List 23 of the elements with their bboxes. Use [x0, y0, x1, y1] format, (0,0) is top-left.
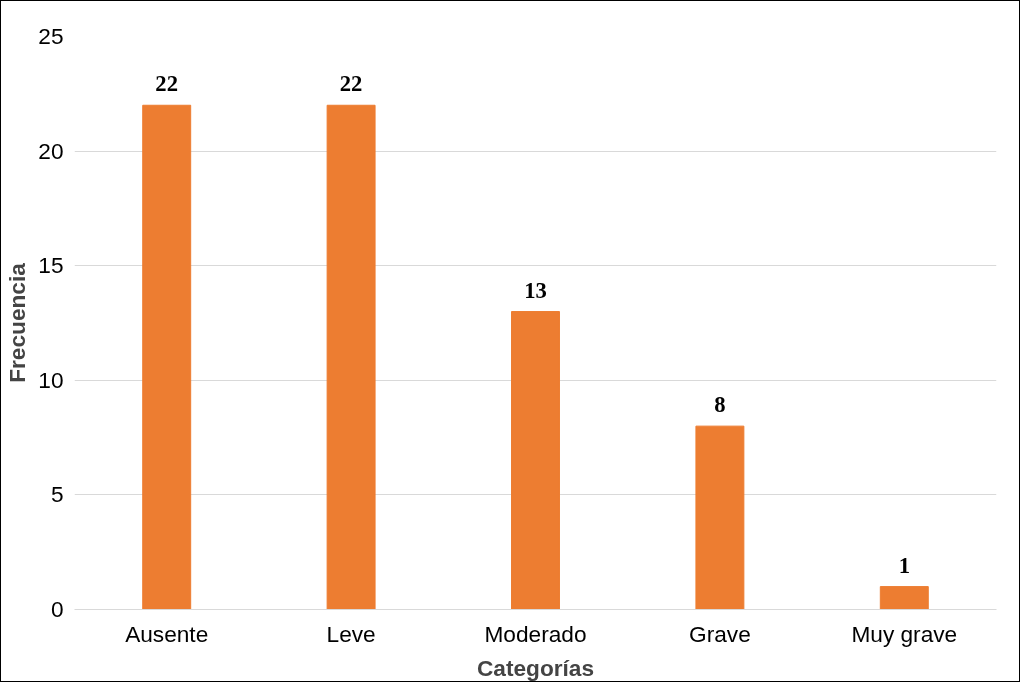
- x-tick-label: Moderado: [484, 620, 587, 647]
- y-tick-label: 5: [50, 481, 64, 508]
- bar: [695, 425, 745, 610]
- bar: [511, 311, 560, 610]
- x-tick-label: Ausente: [125, 620, 209, 647]
- bar: [326, 104, 376, 610]
- data-label: 22: [155, 71, 179, 97]
- x-axis-title: Categorías: [476, 654, 595, 681]
- bar: [879, 586, 929, 610]
- y-tick-label: 0: [50, 596, 64, 622]
- x-tick-label: Grave: [689, 620, 751, 647]
- bar: [142, 104, 192, 610]
- y-tick-label: 20: [38, 137, 64, 164]
- data-label: 22: [339, 71, 363, 97]
- y-axis-title: Frecuencia: [4, 262, 31, 383]
- data-label: 1: [898, 552, 910, 578]
- y-tick-label: 15: [38, 252, 64, 279]
- x-tick-label: Muy grave: [851, 620, 958, 647]
- data-label: 13: [524, 277, 547, 303]
- data-label: 8: [714, 392, 726, 418]
- x-tick-label: Leve: [326, 620, 376, 647]
- y-tick-label: 10: [38, 366, 64, 393]
- y-tick-label: 25: [38, 23, 64, 49]
